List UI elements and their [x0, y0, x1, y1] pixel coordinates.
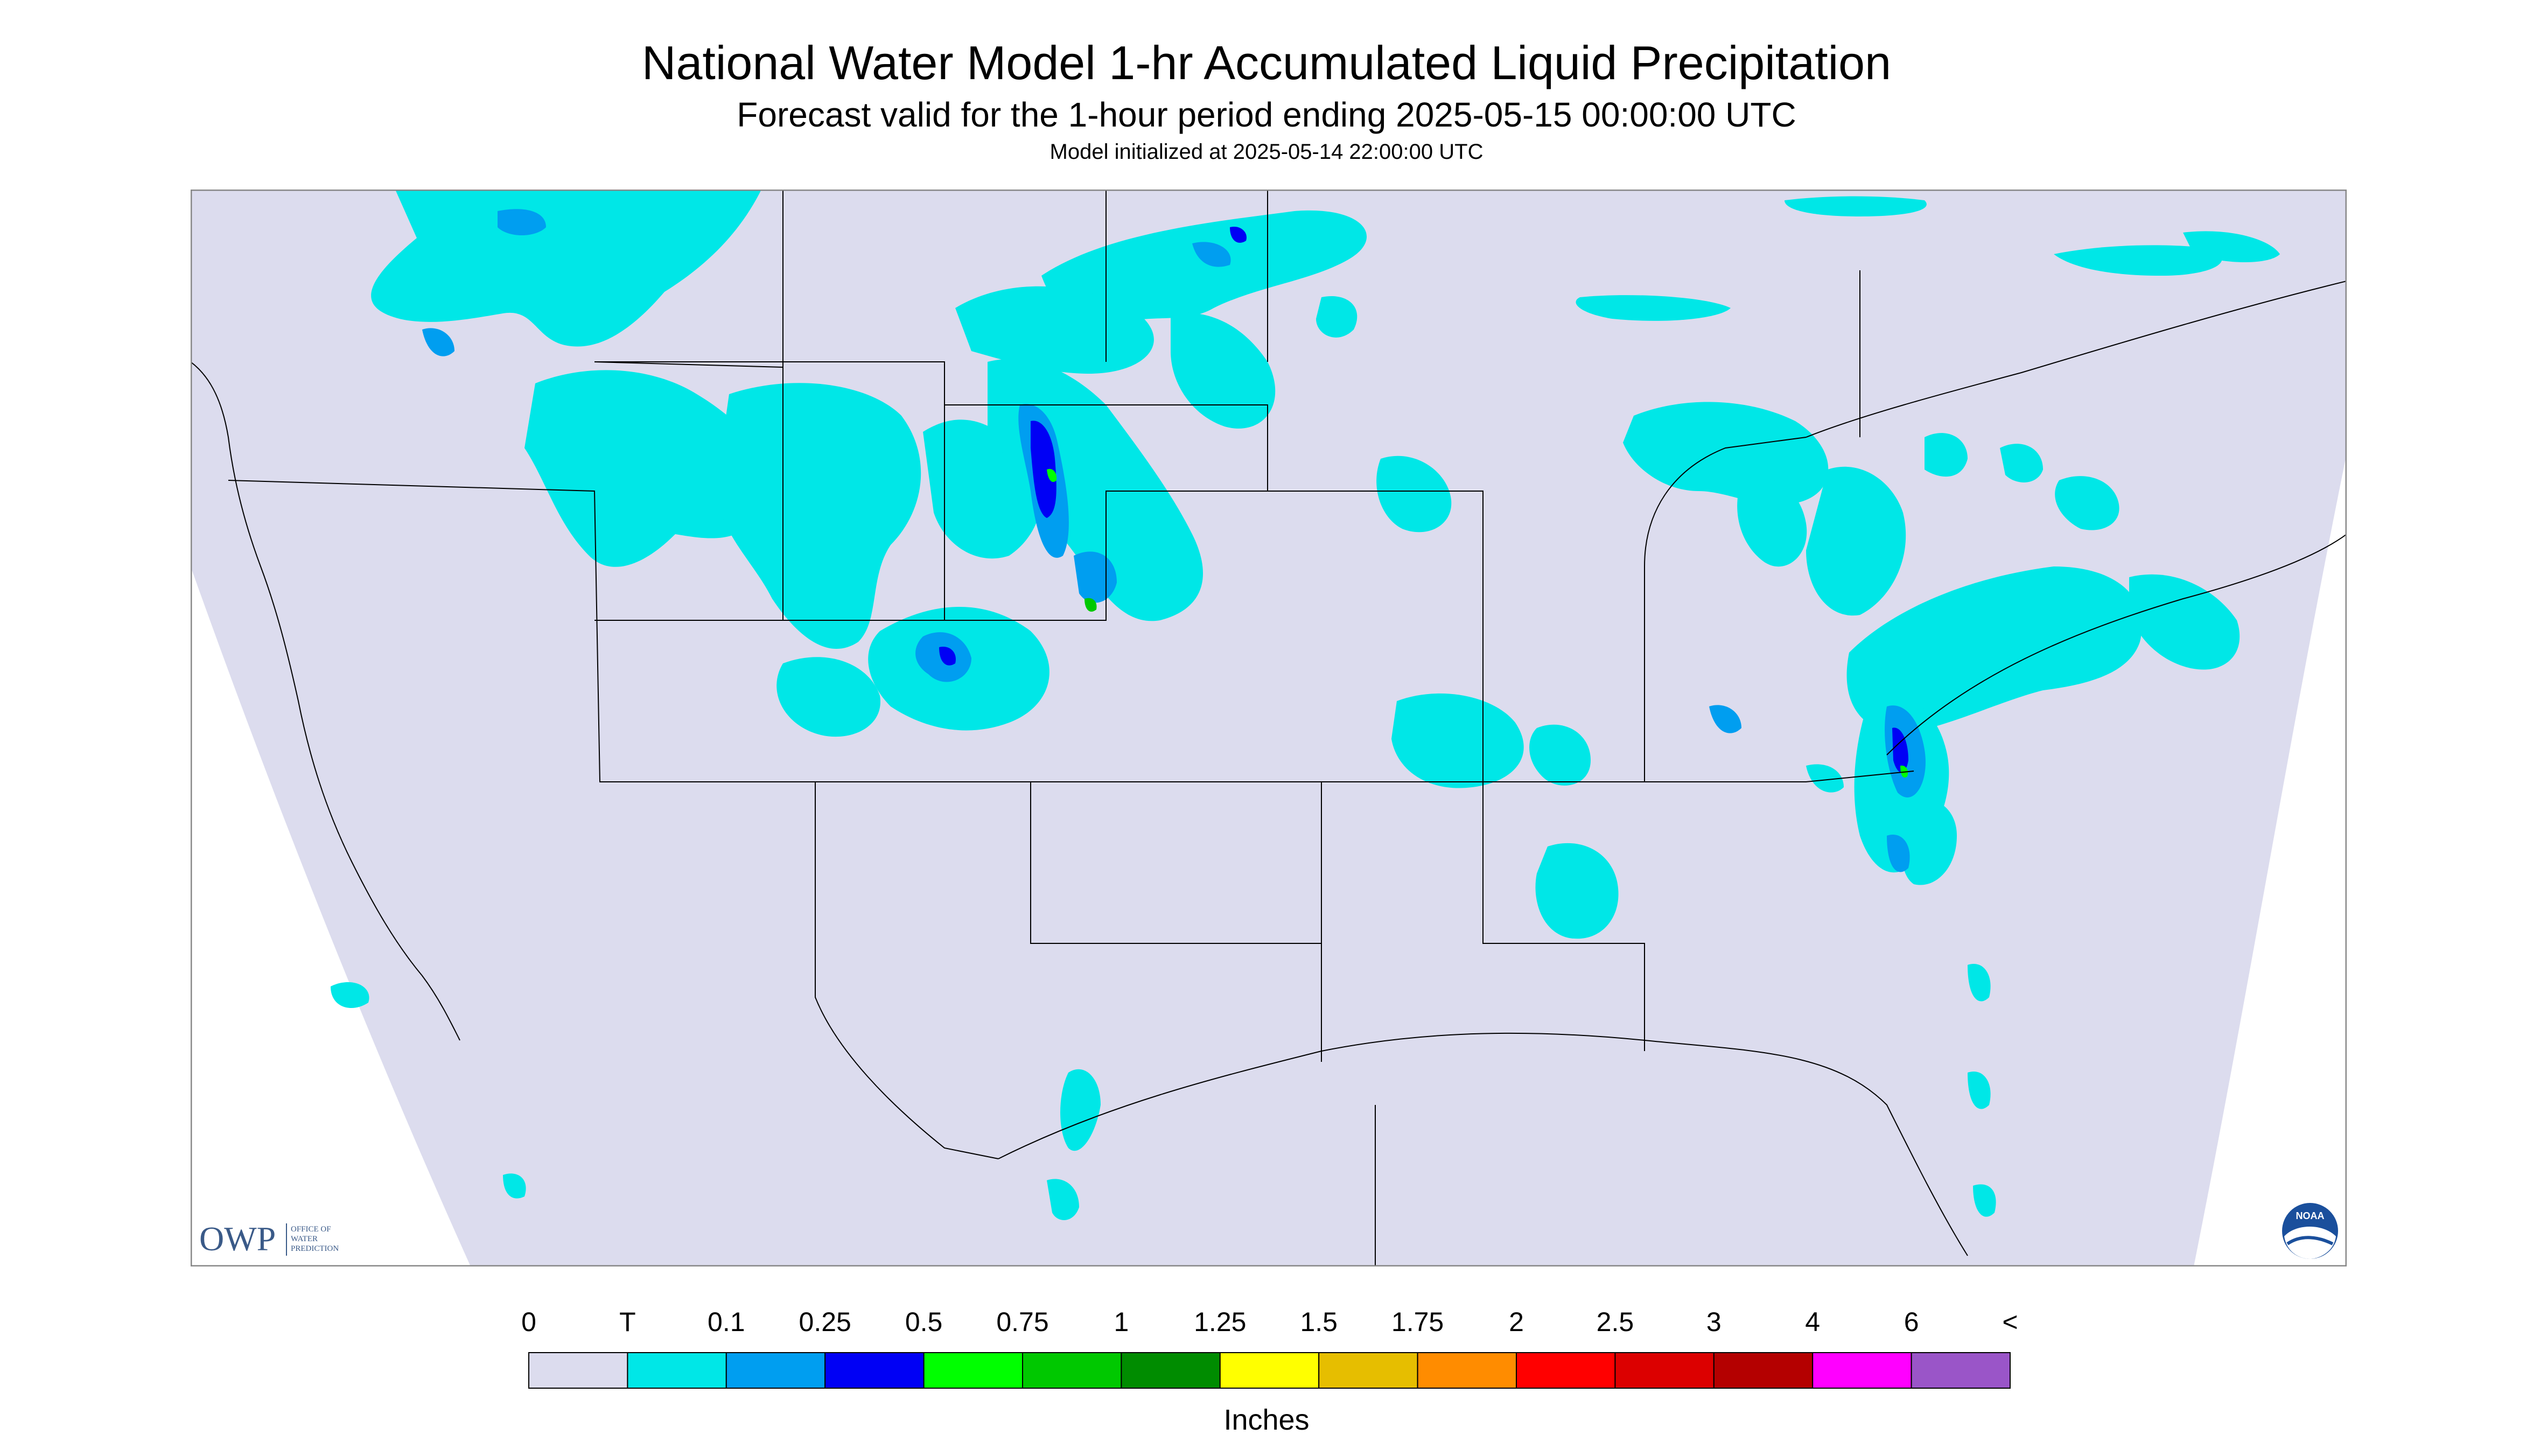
legend-tick-label: 3 — [1706, 1307, 1722, 1337]
noaa-logo: NOAA — [2282, 1203, 2338, 1259]
noaa-logo-text: NOAA — [2296, 1210, 2325, 1221]
legend-tick-label: 0.25 — [799, 1307, 851, 1337]
legend-tick-label: 0.75 — [996, 1307, 1048, 1337]
legend-tick-label: 1.25 — [1194, 1307, 1246, 1337]
owp-logo: OWP OFFICE OF WATER PREDICTION — [199, 1220, 339, 1258]
legend-color-box — [1219, 1352, 1320, 1389]
owp-logo-line1: OFFICE OF — [291, 1225, 331, 1234]
legend-tick-label: 0 — [521, 1307, 536, 1337]
legend-color-box — [1812, 1352, 1912, 1389]
owp-logo-line3: PREDICTION — [291, 1244, 339, 1253]
legend-color-box — [725, 1352, 826, 1389]
map-subtitle: Forecast valid for the 1-hour period end… — [737, 95, 1796, 134]
map-title: National Water Model 1-hr Accumulated Li… — [641, 36, 1892, 89]
legend-tick-label: 1 — [1114, 1307, 1129, 1337]
legend-color-box — [1713, 1352, 1814, 1389]
legend-tick-label: < — [2002, 1307, 2018, 1337]
legend-units-label: Inches — [1223, 1404, 1310, 1436]
legend-color-box — [923, 1352, 1023, 1389]
map-frame — [191, 190, 2347, 1266]
legend-tick-label: 1.5 — [1300, 1307, 1338, 1337]
legend-color-box — [1516, 1352, 1616, 1389]
legend-color-box — [1318, 1352, 1418, 1389]
legend-color-box — [1614, 1352, 1715, 1389]
legend-tick-label: 2.5 — [1597, 1307, 1634, 1337]
legend-tick-label: 4 — [1805, 1307, 1820, 1337]
legend-tick-label: 0.5 — [905, 1307, 943, 1337]
owp-logo-mark: OWP — [199, 1220, 276, 1258]
legend-tick-label: 2 — [1509, 1307, 1524, 1337]
legend-color-box — [1417, 1352, 1517, 1389]
legend-color-box — [528, 1352, 628, 1389]
legend-color-box — [627, 1352, 727, 1389]
legend-tick-label: 6 — [1904, 1307, 1919, 1337]
model-domain — [191, 190, 2347, 1266]
model-init-text: Model initialized at 2025-05-14 22:00:00… — [1049, 140, 1484, 164]
legend-color-box — [1022, 1352, 1122, 1389]
boundary-lines — [191, 190, 2347, 1266]
legend-color-box — [1121, 1352, 1221, 1389]
legend-color-box — [1911, 1352, 2011, 1389]
legend-tick-label: T — [619, 1307, 636, 1337]
legend-color-box — [824, 1352, 925, 1389]
owp-logo-line2: WATER — [291, 1235, 318, 1243]
legend-tick-label: 0.1 — [708, 1307, 745, 1337]
precipitation-map: OWP OFFICE OF WATER PREDICTION NOAA — [191, 190, 2347, 1266]
legend-tick-label: 1.75 — [1391, 1307, 1444, 1337]
